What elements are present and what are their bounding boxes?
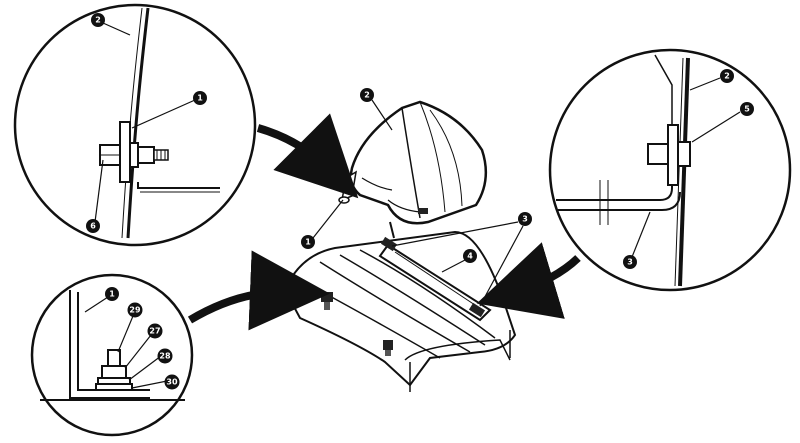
svg-text:27: 27 <box>149 327 160 336</box>
svg-text:3: 3 <box>627 258 633 267</box>
svg-text:5: 5 <box>744 105 750 114</box>
callout-a2: 2 <box>91 13 105 27</box>
callout-m1: 1 <box>301 235 315 249</box>
floor-bolt-2 <box>383 340 393 356</box>
callout-m4: 4 <box>463 249 477 263</box>
callout-a1: 1 <box>193 91 207 105</box>
callout-c30: 30 <box>164 374 180 390</box>
callout-m3: 3 <box>518 212 532 226</box>
main-assembly <box>283 99 524 392</box>
svg-text:29: 29 <box>129 306 141 315</box>
detail-view-floor-bolt <box>30 273 194 437</box>
arrow-to-shell <box>256 113 359 199</box>
svg-text:1: 1 <box>109 290 115 299</box>
svg-text:1: 1 <box>305 238 311 247</box>
detail-view-bracket-bolt <box>548 48 792 292</box>
detail-view-mount-bolt <box>13 3 257 247</box>
callout-c27: 27 <box>147 323 163 339</box>
callout-a6: 6 <box>86 219 100 233</box>
svg-text:30: 30 <box>166 378 178 387</box>
callout-c29: 29 <box>127 302 143 318</box>
svg-text:4: 4 <box>467 252 473 261</box>
svg-text:28: 28 <box>159 352 171 361</box>
callout-c28: 28 <box>157 348 173 364</box>
svg-text:2: 2 <box>364 91 370 100</box>
callout-m2: 2 <box>360 88 374 102</box>
arrow-to-floor <box>187 250 330 331</box>
svg-text:1: 1 <box>197 94 203 103</box>
callout-b3: 3 <box>623 255 637 269</box>
svg-text:2: 2 <box>95 16 101 25</box>
svg-text:3: 3 <box>522 215 528 224</box>
callout-b2: 2 <box>720 69 734 83</box>
callout-b5: 5 <box>740 102 754 116</box>
svg-text:6: 6 <box>90 222 96 231</box>
svg-text:2: 2 <box>724 72 730 81</box>
callout-c1: 1 <box>105 287 119 301</box>
arrow-to-rail <box>476 242 581 319</box>
